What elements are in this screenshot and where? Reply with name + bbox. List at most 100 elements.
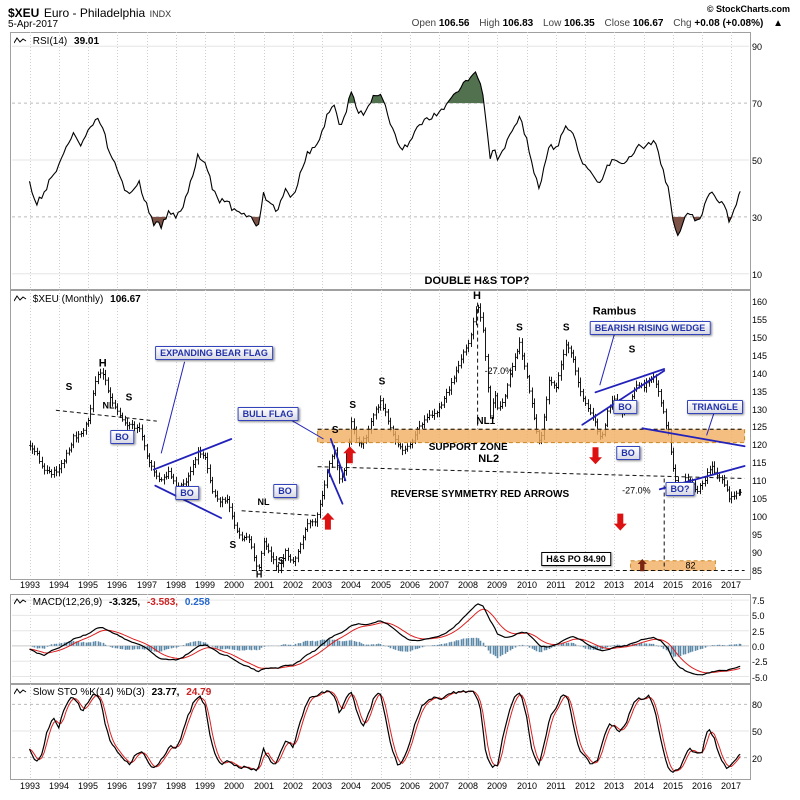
- chg-up-icon: ▲: [773, 18, 783, 29]
- y-axis-tick: 5.0: [752, 611, 765, 621]
- callout-hs-price-objective: H&S PO 84.90: [541, 552, 611, 566]
- chart-annotation-text: SUPPORT ZONE: [429, 442, 508, 453]
- y-axis-tick: 150: [752, 333, 768, 343]
- x-axis-year: 2007: [428, 580, 450, 590]
- chart-annotation-text: S: [379, 377, 386, 388]
- x-axis-year: 1993: [19, 781, 41, 791]
- y-axis-tick: 30: [752, 213, 763, 223]
- up-arrow-icon: [321, 512, 335, 530]
- x-axis-year: 2005: [370, 781, 392, 791]
- callout-pointer: [599, 333, 615, 386]
- y-axis-tick: 105: [752, 494, 768, 504]
- callout-bo: BO: [613, 400, 637, 414]
- chart-annotation-text: S: [126, 393, 133, 404]
- neckline-dashed: [317, 466, 745, 479]
- price-label: $XEU (Monthly): [32, 294, 104, 305]
- y-axis-tick: 0.0: [752, 642, 765, 652]
- x-axis-year: 2014: [633, 580, 655, 590]
- neckline-dashed: [55, 409, 157, 422]
- x-axis-year: 2009: [486, 781, 508, 791]
- copyright: © StockCharts.com: [706, 4, 790, 14]
- y-axis-tick: 85: [752, 566, 763, 576]
- rsi-label: RSI(14): [32, 36, 68, 47]
- x-axis-year: 2017: [720, 781, 742, 791]
- double-hs-top-note: DOUBLE H&S TOP?: [424, 275, 530, 287]
- open-value: 106.56: [438, 18, 470, 29]
- x-axis-year: 2009: [486, 580, 508, 590]
- x-axis-year: 2011: [546, 781, 566, 791]
- down-arrow-icon: [589, 447, 602, 465]
- x-axis-year: 2005: [370, 580, 392, 590]
- callout-pointer: [289, 418, 324, 440]
- x-axis-year: 2012: [574, 580, 596, 590]
- chart-annotation-text: REVERSE SYMMETRY RED ARROWS: [391, 489, 570, 500]
- up-arrow-icon: [637, 559, 647, 572]
- x-axis-year: 2003: [311, 781, 333, 791]
- y-axis-tick: 20: [752, 754, 763, 764]
- trendline: [641, 427, 746, 448]
- y-axis-tick: 95: [752, 530, 763, 540]
- x-axis-year: 1996: [106, 781, 128, 791]
- chart-annotation-text: S: [332, 425, 339, 436]
- y-axis-tick: 90: [752, 548, 763, 558]
- close-label: Close: [604, 18, 631, 29]
- macd-signal-value: -3.583,: [146, 597, 179, 608]
- y-axis-tick: 120: [752, 440, 768, 450]
- x-axis-year: 2007: [428, 781, 450, 791]
- trendline: [152, 438, 233, 471]
- callout-expanding-bear-flag: EXPANDING BEAR FLAG: [155, 346, 273, 360]
- exchange: INDX: [149, 9, 172, 19]
- x-axis-year: 2000: [223, 781, 245, 791]
- y-axis-tick: 125: [752, 422, 768, 432]
- neckline-dashed: [241, 510, 317, 516]
- callout-bo: BO: [616, 446, 640, 460]
- x-axis-year: 2002: [282, 580, 304, 590]
- macd-hist-value: 0.258: [184, 597, 210, 608]
- x-axis-year: 2006: [399, 781, 421, 791]
- x-axis-year: 1999: [194, 781, 216, 791]
- chart-annotation-text: NL: [258, 497, 270, 507]
- rsi-value: 39.01: [74, 36, 100, 47]
- price-legend: $XEU (Monthly) 106.67: [13, 294, 141, 305]
- x-axis-year: 1994: [48, 580, 70, 590]
- chart-annotation-text: 82: [685, 560, 695, 570]
- sto-d-value: 24.79: [186, 687, 212, 698]
- callout-bo: BO: [110, 430, 134, 444]
- x-axis-year: 2004: [340, 580, 362, 590]
- line-series-icon: [13, 295, 27, 302]
- x-axis-year: 2015: [662, 781, 684, 791]
- x-axis-year: 2001: [253, 781, 275, 791]
- sto-plot: [12, 684, 749, 778]
- rsi-legend: RSI(14) 39.01: [13, 36, 100, 47]
- symbol-name: Euro - Philadelphia: [43, 6, 146, 20]
- x-axis-year: 2015: [662, 580, 684, 590]
- macd-legend: MACD(12,26,9) -3.325, -3.583, 0.258: [13, 597, 210, 608]
- macd-value: -3.325,: [109, 597, 141, 608]
- x-axis-year: 1995: [77, 580, 99, 590]
- chart-title: $XEU Euro - Philadelphia INDX: [8, 4, 171, 22]
- y-axis-tick: 140: [752, 369, 768, 379]
- callout-triangle: TRIANGLE: [687, 400, 743, 414]
- trendline: [594, 368, 666, 394]
- symbol: $XEU: [8, 6, 40, 20]
- y-axis-tick: 100: [752, 512, 768, 522]
- line-series-icon: [13, 688, 27, 695]
- x-axis-year: 1997: [136, 580, 158, 590]
- trendline: [326, 468, 344, 505]
- chart-annotation-text: Rambus: [593, 306, 636, 318]
- y-axis-tick: -2.5: [752, 657, 768, 667]
- up-arrow-icon: [343, 446, 357, 464]
- y-axis-tick: 10: [752, 270, 763, 280]
- x-axis-year: 1994: [48, 781, 70, 791]
- x-axis-year: 1995: [77, 781, 99, 791]
- x-axis-year: 2004: [340, 781, 362, 791]
- x-axis-year: 2010: [516, 580, 538, 590]
- chart-annotation-text: S: [229, 540, 236, 551]
- callout-bull-flag: BULL FLAG: [237, 407, 299, 421]
- quote-line: Open 106.56 High 106.83 Low 106.35 Close…: [412, 18, 790, 29]
- high-label: High: [479, 18, 500, 29]
- chart-annotation-text: S: [349, 400, 356, 411]
- x-axis-year: 1998: [165, 580, 187, 590]
- support-zone-band: [317, 428, 746, 444]
